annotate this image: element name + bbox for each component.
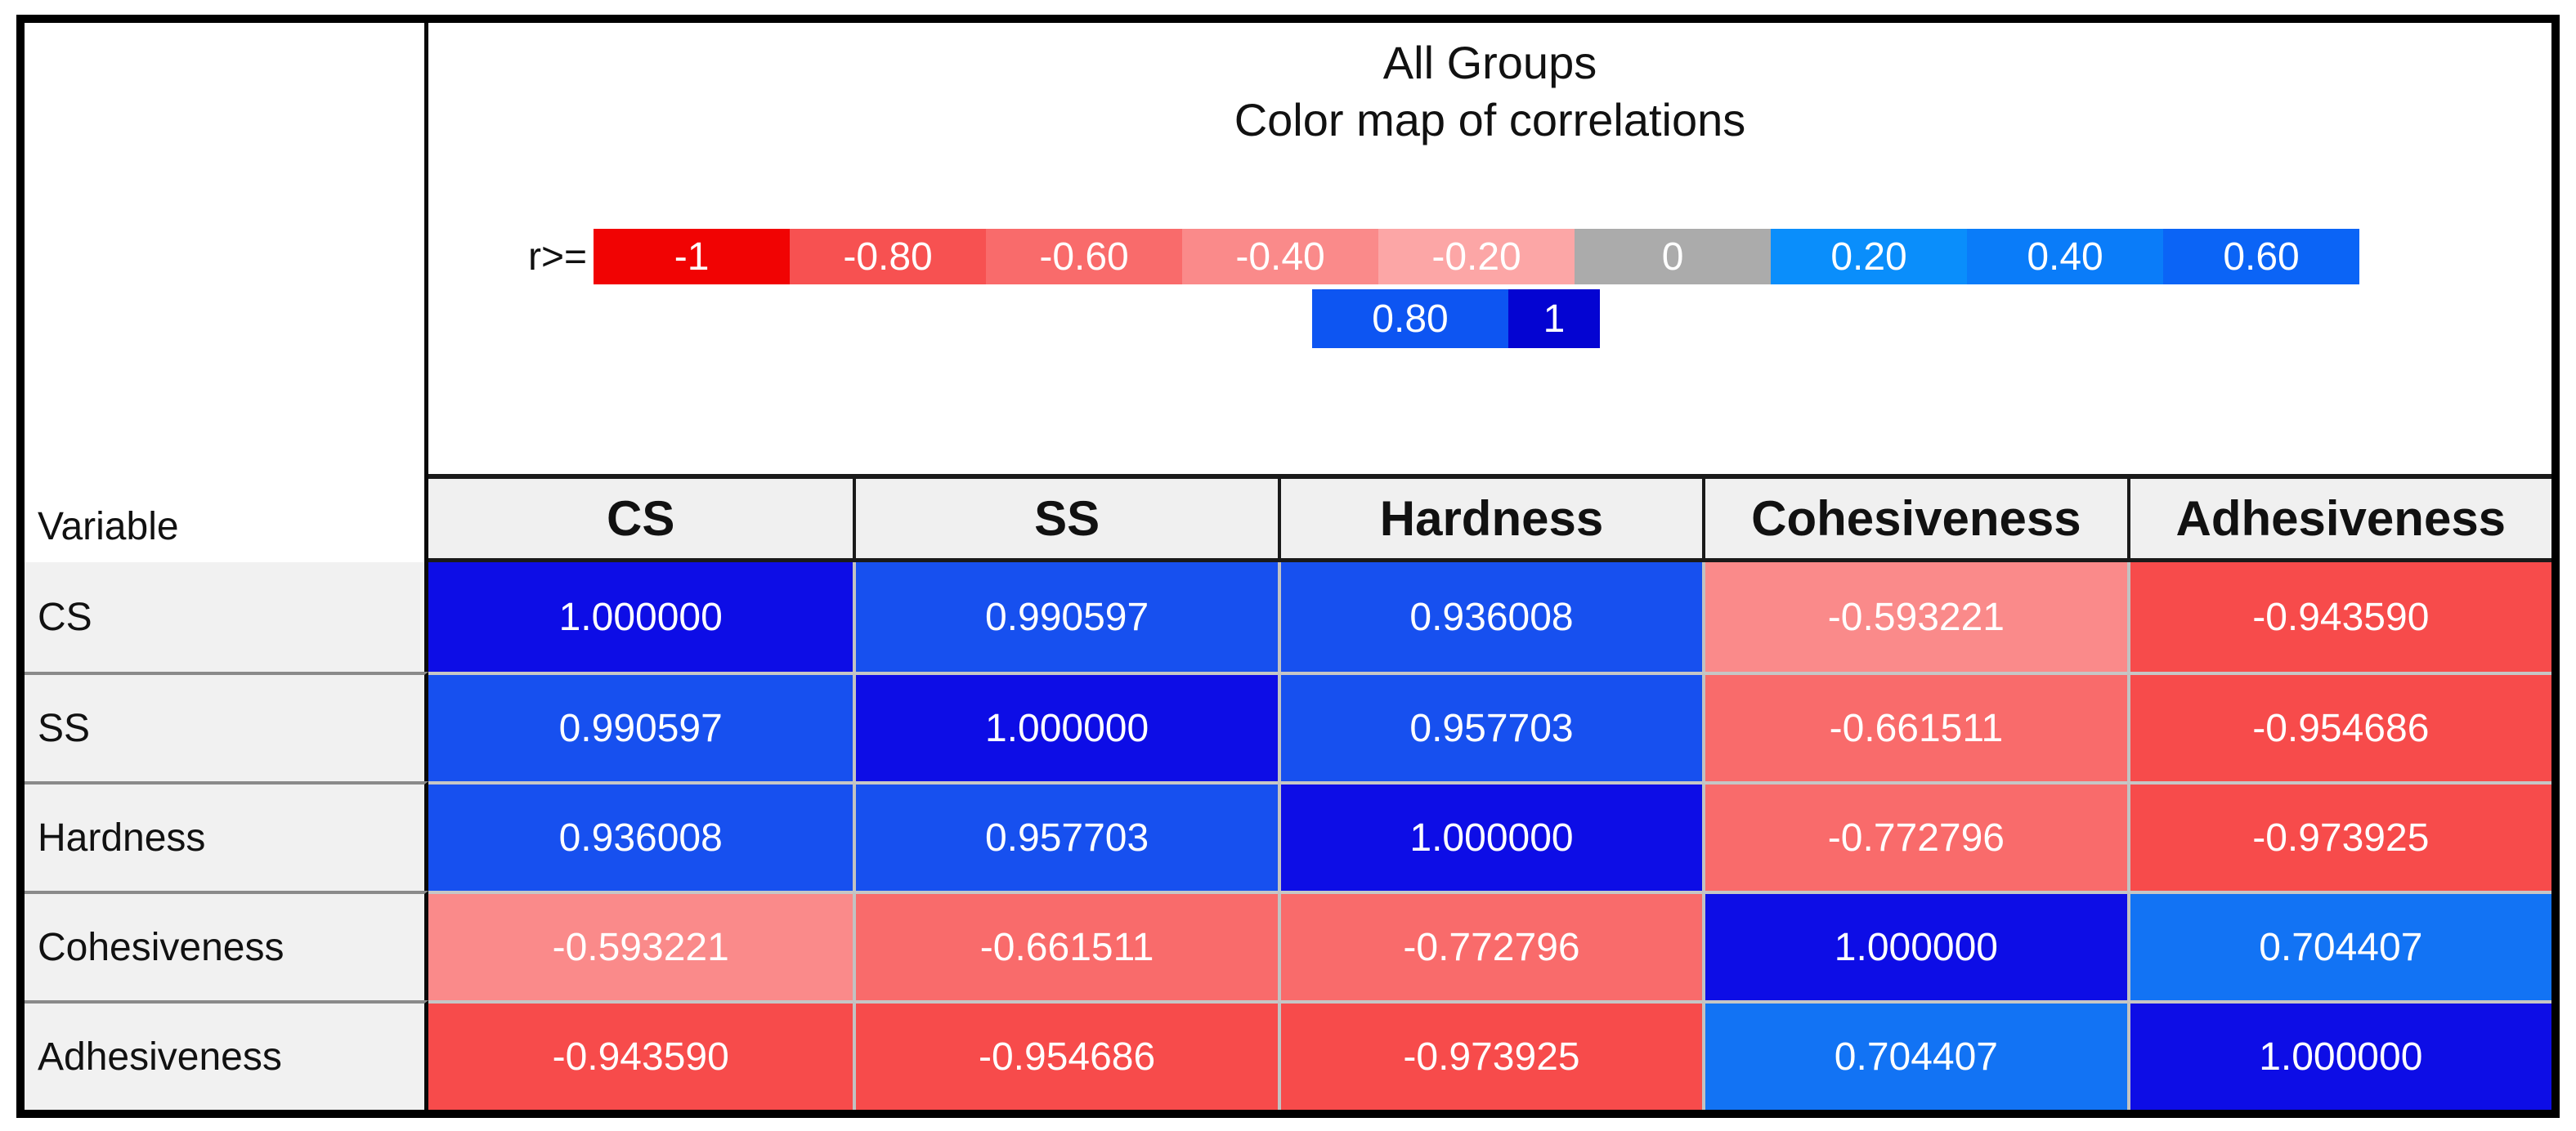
legend-row-1: r>= -1 -0.80 -0.60 -0.40 -0.20 0 0.20 0.40 0.60 [528, 229, 2360, 284]
correlation-cell-ss-adhesiveness: -0.954686 [2126, 672, 2551, 781]
correlation-cell-adhesiveness-cs: -0.943590 [428, 1000, 853, 1110]
correlation-cell-hardness-hardness: 1.000000 [1277, 781, 1703, 891]
correlation-cell-cohesiveness-cohesiveness: 1.000000 [1702, 891, 2127, 1000]
correlation-cell-cs-adhesiveness: -0.943590 [2126, 562, 2551, 672]
legend-swatch-0.60: 0.60 [2163, 229, 2360, 284]
correlation-cell-cohesiveness-hardness: -0.772796 [1277, 891, 1703, 1000]
row-label-cohesiveness: Cohesiveness [25, 891, 428, 1000]
correlation-cell-cs-ss: 0.990597 [853, 562, 1278, 672]
row-label-hardness: Hardness [25, 781, 428, 891]
row-label-adhesiveness: Adhesiveness [25, 1000, 428, 1110]
row-label-ss: SS [25, 672, 428, 781]
correlation-color-map-panel: Variable All Groups Color map of correla… [16, 15, 2560, 1118]
correlation-cell-cohesiveness-ss: -0.661511 [853, 891, 1278, 1000]
legend-swatch-0.40: 0.40 [1967, 229, 2164, 284]
legend-swatch-0: 0 [1575, 229, 1772, 284]
legend-swatch-1: 1 [1508, 289, 1600, 348]
correlation-cell-cs-cs: 1.000000 [428, 562, 853, 672]
correlation-cell-hardness-adhesiveness: -0.973925 [2126, 781, 2551, 891]
correlation-cell-ss-cohesiveness: -0.661511 [1702, 672, 2127, 781]
correlation-cell-adhesiveness-hardness: -0.973925 [1277, 1000, 1703, 1110]
legend-swatch--0.20: -0.20 [1378, 229, 1575, 284]
legend-swatch-0.80: 0.80 [1312, 289, 1508, 348]
variable-column-title: Variable [38, 505, 179, 548]
correlation-cell-adhesiveness-cohesiveness: 0.704407 [1702, 1000, 2127, 1110]
correlation-cell-hardness-cohesiveness: -0.772796 [1702, 781, 2127, 891]
correlation-cell-adhesiveness-ss: -0.954686 [853, 1000, 1278, 1110]
correlation-cell-ss-cs: 0.990597 [428, 672, 853, 781]
column-header-cs: CS [428, 474, 853, 562]
correlation-cell-cs-cohesiveness: -0.593221 [1702, 562, 2127, 672]
legend-swatch--0.80: -0.80 [790, 229, 987, 284]
correlation-cell-cohesiveness-cs: -0.593221 [428, 891, 853, 1000]
column-header-cohesiveness: Cohesiveness [1702, 474, 2127, 562]
chart-subtitle: Color map of correlations [1234, 94, 1746, 145]
correlation-cell-cohesiveness-adhesiveness: 0.704407 [2126, 891, 2551, 1000]
column-header-adhesiveness: Adhesiveness [2126, 474, 2551, 562]
chart-title: All Groups [1382, 37, 1597, 88]
legend-swatch--0.40: -0.40 [1182, 229, 1379, 284]
correlation-cell-ss-ss: 1.000000 [853, 672, 1278, 781]
legend-swatch-0.20: 0.20 [1771, 229, 1968, 284]
correlation-cell-hardness-ss: 0.957703 [853, 781, 1278, 891]
legend-row-2: 0.80 1 [1312, 289, 1600, 348]
column-header-hardness: Hardness [1277, 474, 1703, 562]
column-header-ss: SS [853, 474, 1278, 562]
header-zone: All Groups Color map of correlations r>=… [428, 23, 2551, 474]
corner-cell: Variable [25, 23, 428, 562]
correlation-cell-adhesiveness-adhesiveness: 1.000000 [2126, 1000, 2551, 1110]
legend-swatch--1: -1 [594, 229, 791, 284]
correlation-cell-ss-hardness: 0.957703 [1277, 672, 1703, 781]
legend-prefix-label: r>= [528, 235, 588, 279]
legend-swatch--0.60: -0.60 [986, 229, 1183, 284]
row-label-cs: CS [25, 562, 428, 672]
chart-title-block: All Groups Color map of correlations [428, 23, 2551, 149]
correlation-cell-hardness-cs: 0.936008 [428, 781, 853, 891]
correlation-cell-cs-hardness: 0.936008 [1277, 562, 1703, 672]
